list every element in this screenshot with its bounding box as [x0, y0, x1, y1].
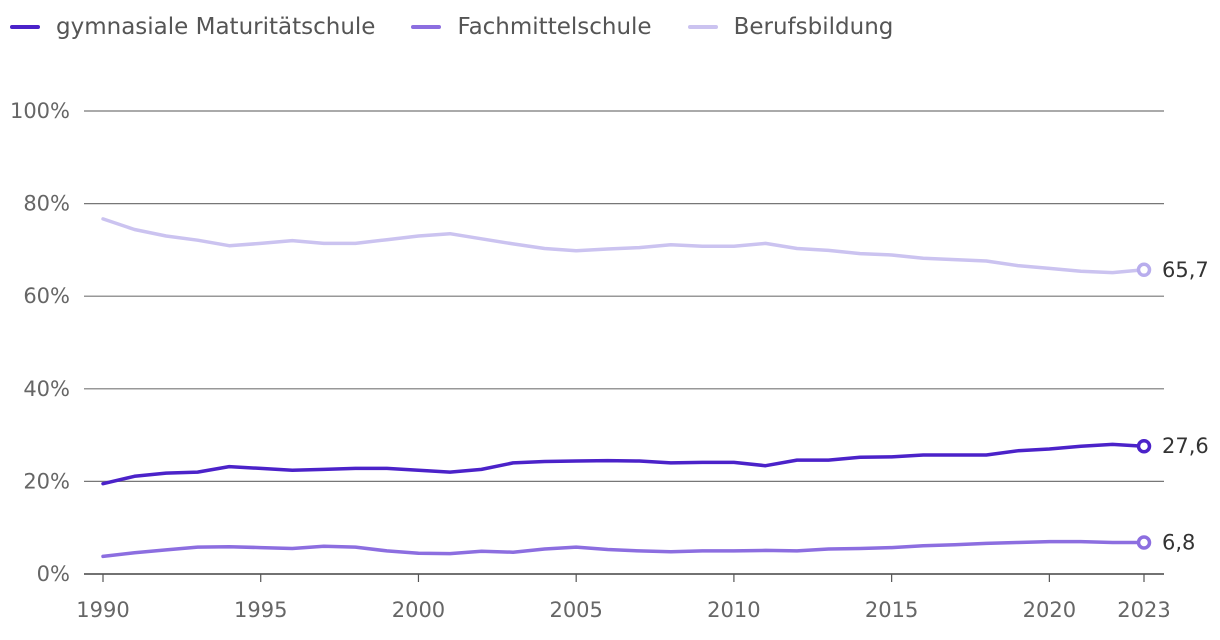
end-value-label: 65,7 — [1162, 258, 1209, 282]
end-value-label: 6,8 — [1162, 531, 1195, 555]
legend-item-fachmittelschule[interactable]: Fachmittelschule — [411, 14, 652, 40]
legend-label-berufsbildung: Berufsbildung — [733, 14, 894, 40]
x-tick-label: 1990 — [76, 598, 129, 622]
legend-item-gymnasiale[interactable]: gymnasiale Maturitätschule — [10, 14, 375, 40]
end-marker[interactable] — [1136, 262, 1152, 278]
legend-label-fachmittelschule: Fachmittelschule — [457, 14, 652, 40]
y-tick-label: 60% — [23, 284, 70, 308]
end-marker[interactable] — [1136, 438, 1152, 454]
end-marker[interactable] — [1136, 535, 1152, 550]
y-tick-label: 100% — [10, 99, 70, 123]
y-tick-label: 40% — [23, 377, 70, 401]
y-axis-ticks: 0% 20% 40% 60% 80% 100% — [10, 99, 70, 586]
legend-swatch-gymnasiale — [10, 25, 40, 29]
series-line — [101, 442, 1146, 486]
x-axis: 1990 1995 2000 2005 2010 2015 2020 2023 — [76, 574, 1171, 622]
legend-label-gymnasiale: gymnasiale Maturitätschule — [56, 14, 376, 40]
legend-item-berufsbildung[interactable]: Berufsbildung — [687, 14, 894, 40]
series-lines — [101, 217, 1146, 559]
x-tick-label: 2020 — [1023, 598, 1076, 622]
series-line — [101, 539, 1146, 559]
x-tick-label: 2023 — [1117, 598, 1170, 622]
y-tick-label: 80% — [23, 192, 70, 216]
x-tick-label: 2000 — [392, 598, 445, 622]
x-tick-label: 1995 — [234, 598, 287, 622]
legend-swatch-berufsbildung — [687, 25, 718, 29]
grid — [84, 110, 1164, 575]
legend: gymnasiale Maturitätschule Fachmittelsch… — [10, 14, 929, 40]
x-tick-label: 2015 — [865, 598, 918, 622]
series-line — [101, 217, 1146, 275]
legend-swatch-fachmittelschule — [411, 25, 442, 29]
x-tick-label: 2005 — [549, 598, 602, 622]
y-tick-label: 0% — [37, 562, 70, 586]
x-tick-label: 2010 — [707, 598, 760, 622]
end-value-label: 27,6 — [1162, 434, 1209, 458]
end-markers: 65,7 6,8 27,6 — [1136, 258, 1209, 555]
y-tick-label: 20% — [23, 469, 70, 493]
